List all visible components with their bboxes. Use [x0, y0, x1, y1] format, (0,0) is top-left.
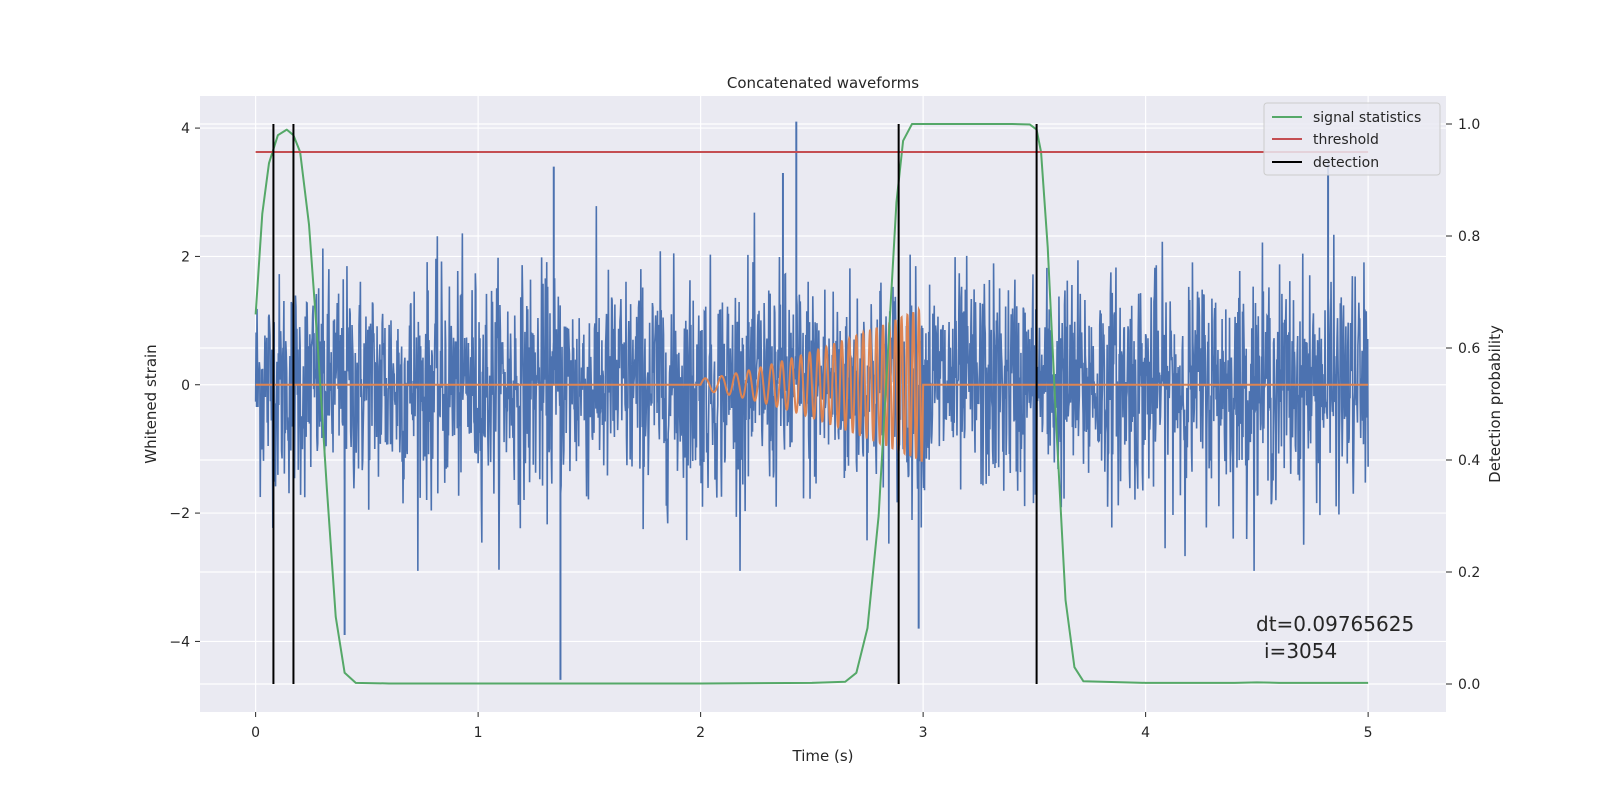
y2-axis-label: Detection probability	[1486, 325, 1504, 483]
x-tick-label: 1	[474, 725, 483, 741]
legend-label-signal-statistics: signal statistics	[1313, 110, 1421, 126]
waveform-series	[255, 305, 1369, 462]
y2-tick-label: 1.0	[1458, 117, 1480, 133]
legend: signal statistics threshold detection	[1263, 102, 1441, 176]
signal-statistics-line	[254, 123, 1369, 685]
y-tick-label: 4	[181, 121, 190, 137]
y2-tick-label: 0.6	[1458, 341, 1480, 357]
x-tick-label: 2	[696, 725, 705, 741]
y2-tick-label: 0.4	[1458, 453, 1480, 469]
x-tick-label: 4	[1141, 725, 1150, 741]
y-tick-label: −2	[169, 506, 190, 522]
y2-tick-label: 0.8	[1458, 229, 1480, 245]
legend-box	[1263, 102, 1441, 176]
legend-label-threshold: threshold	[1313, 132, 1379, 148]
x-axis-label: Time (s)	[792, 747, 854, 765]
waveform-line	[255, 305, 1369, 462]
right-axis-series	[254, 123, 1369, 685]
annotation-dt: dt=0.09765625	[1256, 612, 1414, 636]
strain-series	[254, 121, 1369, 680]
y-tick-label: −4	[169, 634, 190, 650]
y-axis-label: Whitened strain	[142, 344, 160, 463]
strain-line	[254, 206, 1369, 571]
axis-ticks: 0 1 2 3 4 5 −4 −2 0 2 4 0.0 0.2 0.4 0.6 0.8 1.0	[169, 117, 1480, 741]
legend-label-detection: detection	[1313, 155, 1379, 171]
x-tick-label: 5	[1364, 725, 1373, 741]
annotation-i: i=3054	[1264, 639, 1337, 663]
y2-tick-label: 0.0	[1458, 677, 1480, 693]
y-tick-label: 2	[181, 249, 190, 265]
x-tick-label: 3	[919, 725, 928, 741]
chart-title: Concatenated waveforms	[727, 74, 919, 92]
y-tick-label: 0	[181, 378, 190, 394]
x-tick-label: 0	[251, 725, 260, 741]
y2-tick-label: 0.2	[1458, 565, 1480, 581]
